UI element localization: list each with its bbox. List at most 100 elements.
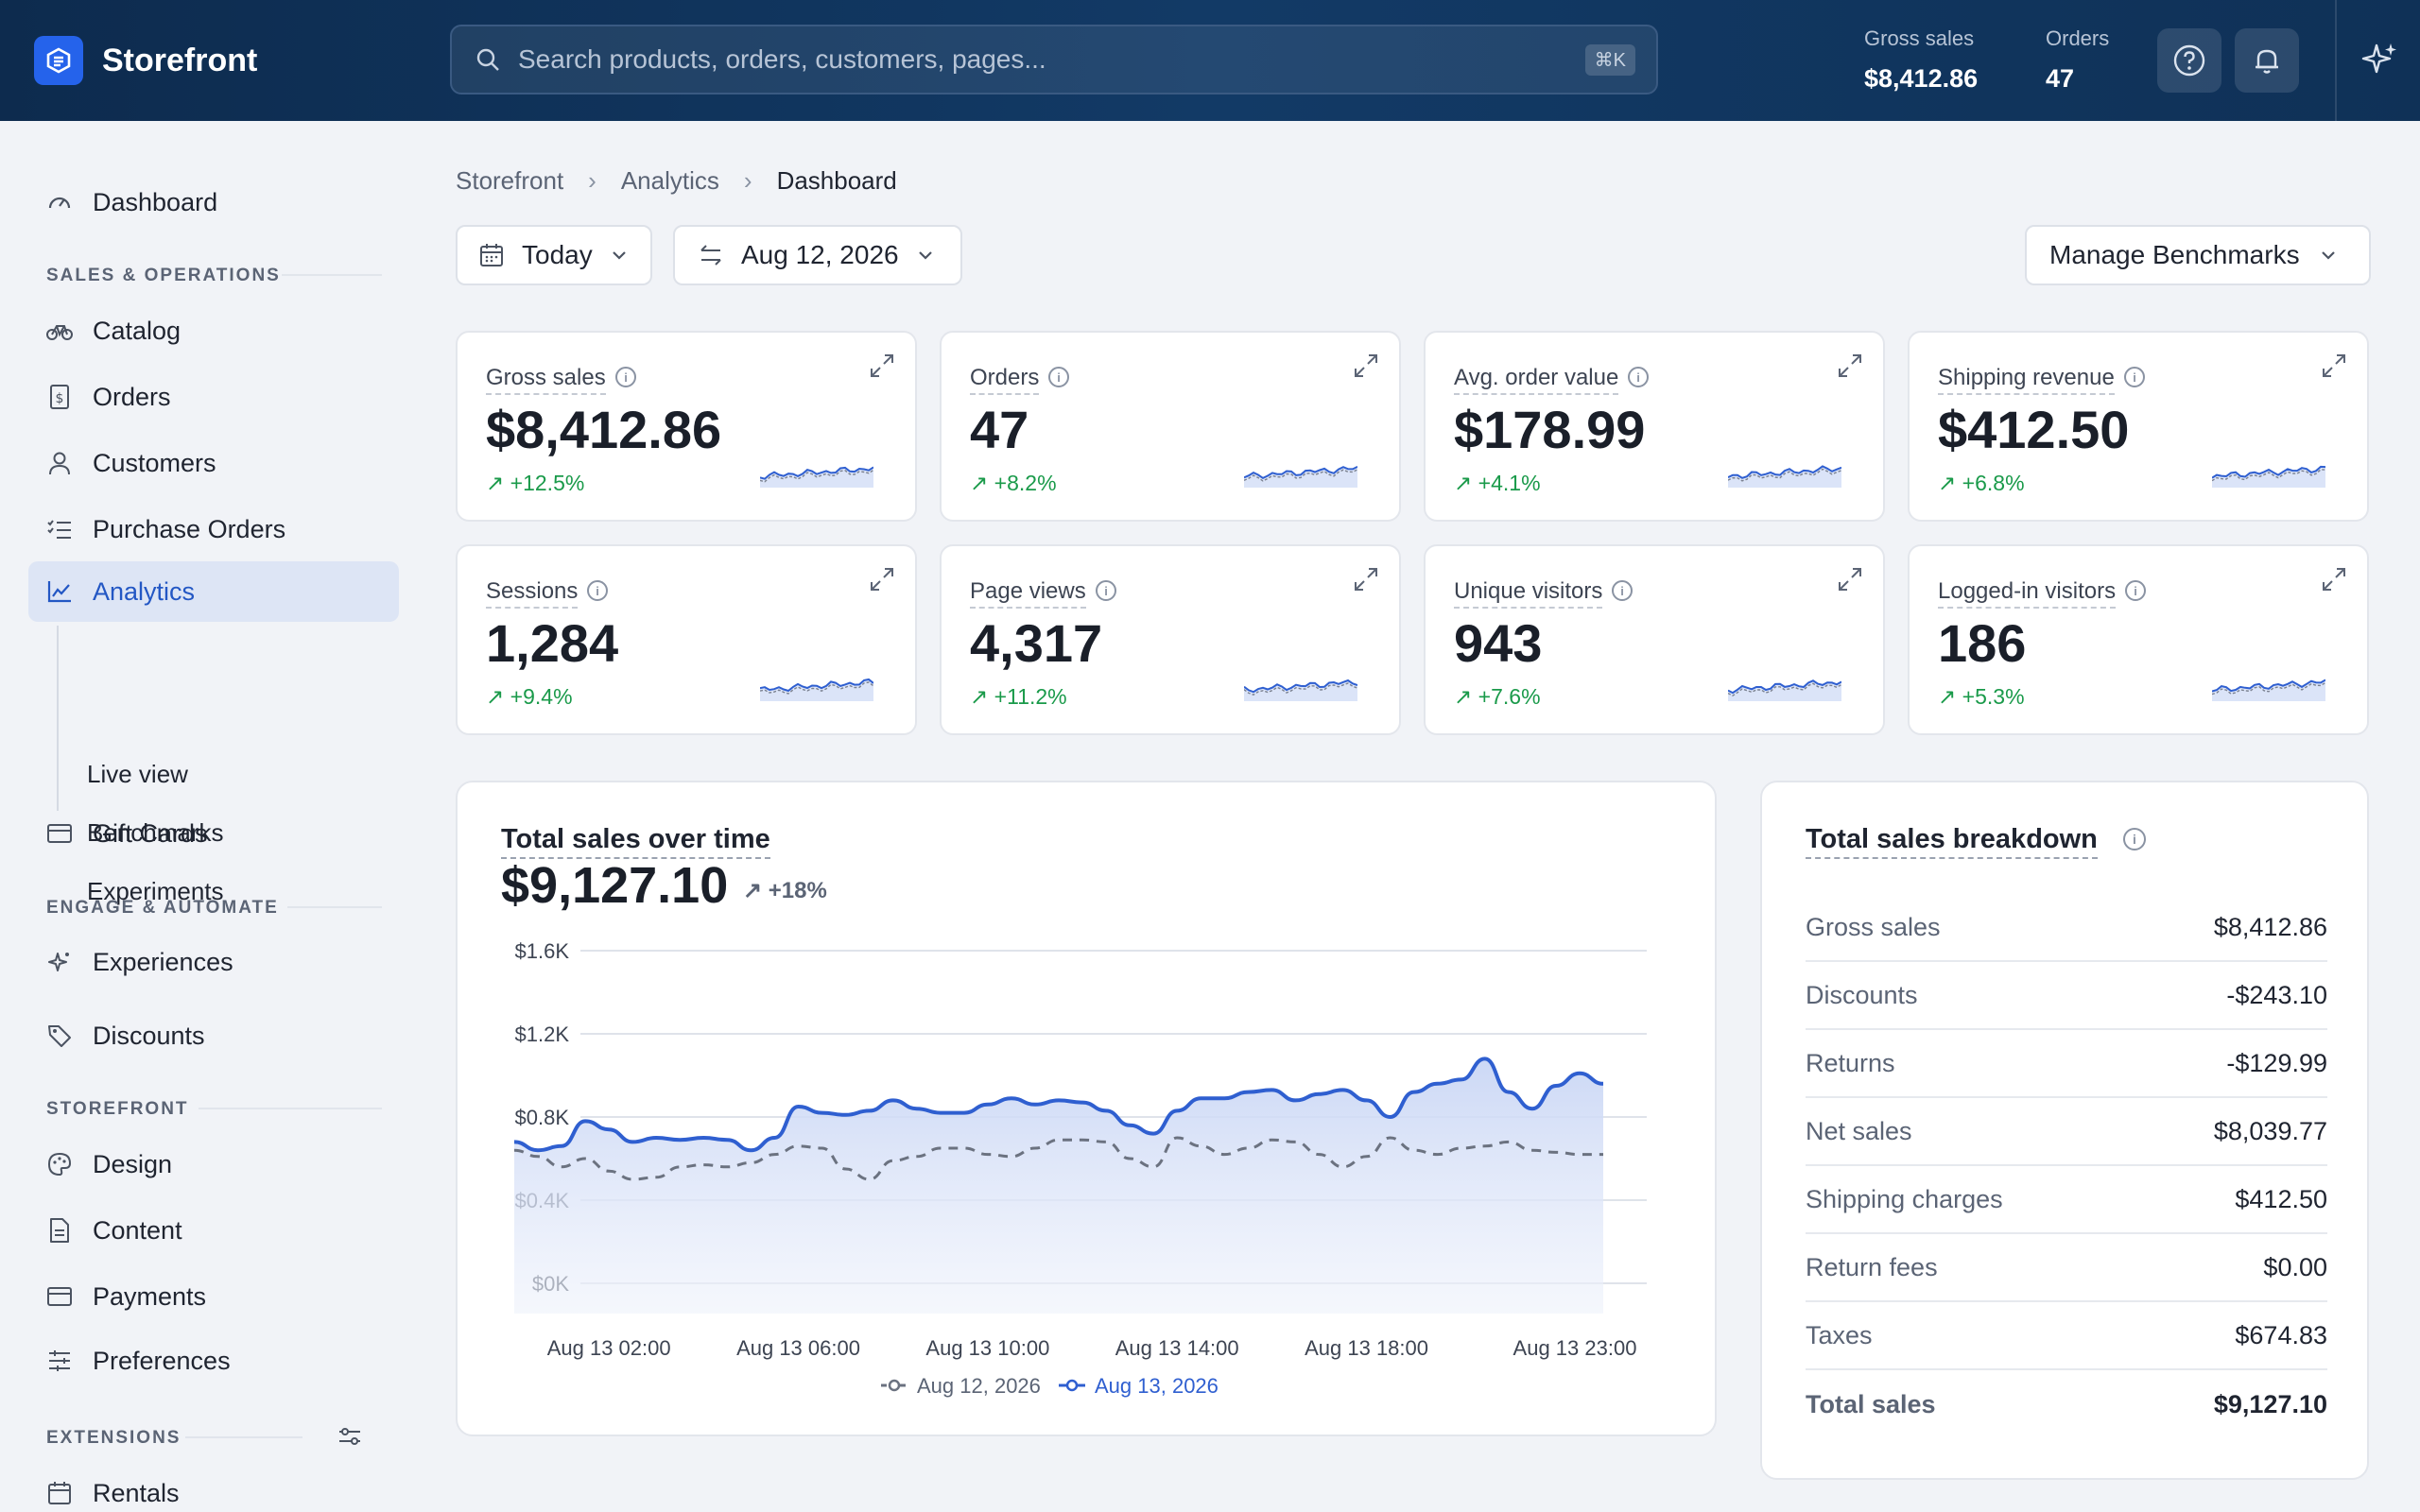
arrow-up-right-icon: ↗ [1938,471,1957,495]
sidebar-item-label: Experiences [93,947,233,976]
breadcrumb-item[interactable]: Storefront [456,166,564,195]
sidebar-item-label: Analytics [93,576,196,606]
x-tick-label: Aug 13 18:00 [1305,1336,1428,1360]
y-tick-label: $1.2K [515,1022,570,1046]
calendar-icon [45,1479,74,1507]
sidebar-item-label: Payments [93,1281,207,1311]
sidebar-subitem-experiments[interactable]: Experiments [87,877,224,905]
sidebar-item-label: Content [93,1215,182,1245]
sidebar-item-dashboard[interactable]: Dashboard [28,172,399,232]
sidebar-item-label: Rentals [93,1478,180,1507]
sidebar-item-label: Gift Cards [93,818,208,848]
chart-change-value: +18% [768,878,827,903]
sidebar-item-purchase-orders[interactable]: Purchase Orders [28,499,399,559]
kpi-card[interactable]: Shipping revenue i $412.50 ↗ +6.8% [1908,331,2369,522]
extensions-settings-icon[interactable] [337,1423,365,1452]
sparkline-area [2212,466,2325,488]
breakdown-card: Total sales breakdown i Gross sales $8,41… [1760,781,2369,1480]
search-placeholder: Search products, orders, customers, page… [518,44,1046,74]
sidebar-item-experiences[interactable]: Experiences [28,932,399,992]
sparkline-area [760,679,873,701]
period-label: Today [522,240,593,269]
expand-icon[interactable] [2320,352,2348,380]
breakdown-row-value: $8,039.77 [2213,1116,2327,1145]
info-icon[interactable]: i [1096,580,1116,601]
sparkline [2212,465,2325,488]
compare-date-label: Aug 12, 2026 [741,240,899,269]
expand-icon[interactable] [2320,565,2348,593]
notifications-button[interactable] [2235,28,2299,93]
chevron-down-icon [918,251,932,260]
info-icon[interactable]: i [587,580,608,601]
info-icon[interactable]: i [1612,580,1633,601]
sidebar-item-label: Customers [93,448,216,477]
chart-line-icon [45,577,74,606]
header-stat-gross-sales: Gross sales $8,412.86 [1864,26,1978,94]
expand-icon[interactable] [868,565,896,593]
expand-icon[interactable] [1352,565,1380,593]
chart-title[interactable]: Total sales over time [501,824,770,859]
kpi-card[interactable]: Avg. order value i $178.99 ↗ +4.1% [1424,331,1885,522]
expand-icon[interactable] [1836,565,1864,593]
sidebar-item-customers[interactable]: Customers [28,433,399,493]
kpi-card[interactable]: Unique visitors i 943 ↗ +7.6% [1424,544,1885,735]
info-icon[interactable]: i [615,367,636,387]
brand-name: Storefront [102,42,258,78]
sparkline [1244,466,1357,488]
kpi-card[interactable]: Page views i 4,317 ↗ +11.2% [940,544,1401,735]
kpi-label: Avg. order value [1454,365,1619,395]
breadcrumb-item[interactable]: Analytics [620,166,719,195]
info-icon[interactable]: i [2125,580,2146,601]
kpi-label: Shipping revenue [1938,365,2115,395]
info-icon[interactable]: i [1628,367,1649,387]
sidebar-item-gift-cards[interactable]: Gift Cards [28,803,399,864]
kpi-change: ↗ +7.6% [1454,684,1541,710]
sparkline-comparison [2212,469,2325,482]
kpi-card[interactable]: Orders i 47 ↗ +8.2% [940,331,1401,522]
subnav-line [57,626,59,811]
compare-date-select[interactable]: Aug 12, 2026 [673,225,962,285]
expand-icon[interactable] [1836,352,1864,380]
sidebar-item-rentals[interactable]: Rentals [28,1463,399,1512]
series-line-aug-12 [513,1136,1603,1181]
kpi-card[interactable]: Logged-in visitors i 186 ↗ +5.3% [1908,544,2369,735]
brand[interactable]: Storefront [34,36,257,85]
arrow-up-right-icon: ↗ [486,684,505,709]
info-icon[interactable]: i [2123,828,2146,850]
expand-icon[interactable] [868,352,896,380]
manage-benchmarks-button[interactable]: Manage Benchmarks [2025,225,2371,285]
sidebar-item-catalog[interactable]: Catalog [28,301,399,361]
sidebar-item-payments[interactable]: Payments [28,1266,399,1327]
period-select[interactable]: Today [456,225,652,285]
sidebar-subitem-benchmarks[interactable]: Benchmarks [87,818,224,847]
info-icon[interactable]: i [2124,367,2145,387]
sidebar-item-content[interactable]: Content [28,1200,399,1261]
kpi-value: 47 [970,400,1029,459]
breakdown-title[interactable]: Total sales breakdown [1806,824,2098,859]
kpi-card[interactable]: Sessions i 1,284 ↗ +9.4% [456,544,917,735]
breakdown-row: Discounts -$243.10 [1806,962,2327,1030]
sidebar-item-preferences[interactable]: Preferences [28,1331,399,1391]
sidebar-item-design[interactable]: Design [28,1134,399,1194]
kpi-change: ↗ +9.4% [486,684,573,710]
sidebar-item-analytics[interactable]: Analytics [28,561,399,622]
ai-assistant-button[interactable] [2354,34,2407,87]
x-tick-label: Aug 13 10:00 [925,1336,1049,1360]
kpi-card[interactable]: Gross sales i $8,412.86 ↗ +12.5% [456,331,917,522]
header-stat-label: Orders [2046,26,2110,50]
info-icon[interactable]: i [1048,367,1069,387]
kpi-change: ↗ +6.8% [1938,471,2025,496]
sparkline-comparison [2212,681,2325,696]
sidebar-subitem-live-view[interactable]: Live view [87,760,188,788]
search-input[interactable]: Search products, orders, customers, page… [450,25,1658,94]
sparkle-icon [45,948,74,976]
sparkline-line [2212,679,2325,693]
breakdown-row-value: $9,127.10 [2213,1389,2327,1418]
tag-icon [45,1022,74,1050]
help-button[interactable] [2157,28,2221,93]
expand-icon[interactable] [1352,352,1380,380]
sidebar-item-discounts[interactable]: Discounts [28,1005,399,1066]
kpi-value: $178.99 [1454,400,1646,459]
sidebar-item-orders[interactable]: $ Orders [28,367,399,427]
